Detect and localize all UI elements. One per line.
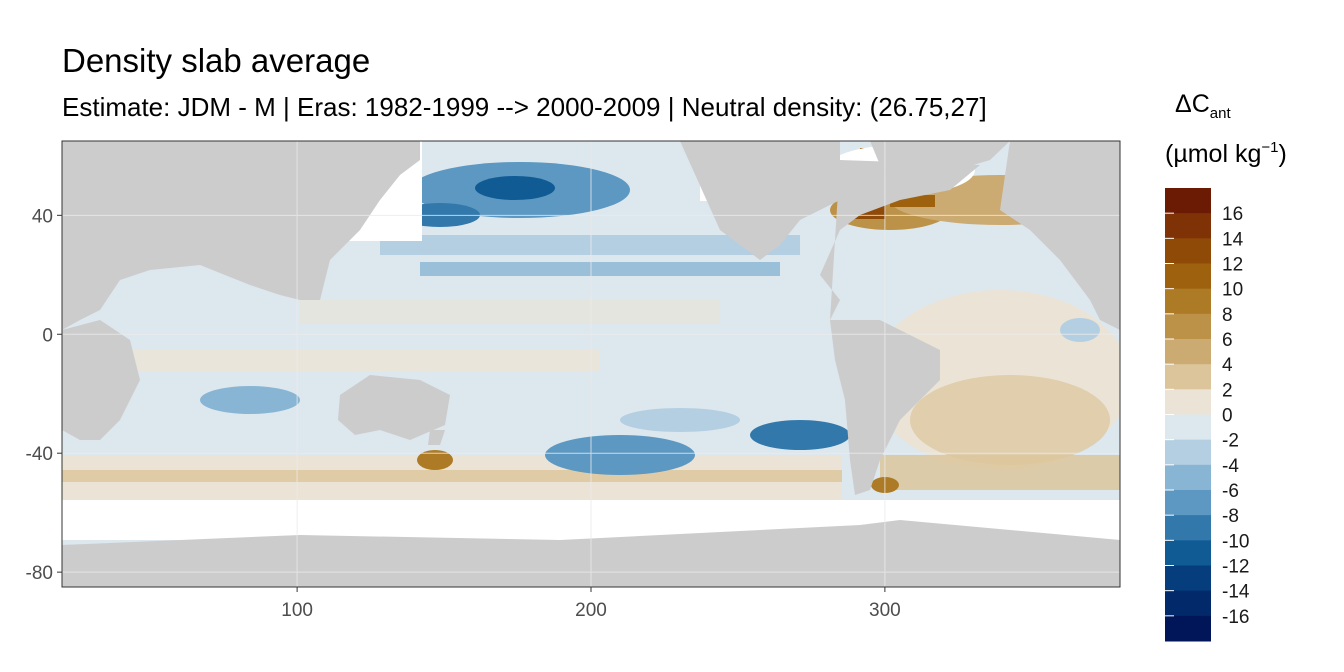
indian-cool	[200, 386, 300, 414]
north-pacific-strong	[475, 176, 555, 200]
map-panel	[62, 141, 1120, 587]
equatorial-band	[100, 350, 600, 372]
x-tick-label-0: 100	[281, 600, 313, 621]
color-legend: ΔCant (µmol kg−1) 16 14 12 10 8 6 4 2 0 -2 -4 -6 -8 -…	[1165, 90, 1287, 642]
legend-swatch-3	[1165, 263, 1211, 290]
greenland	[870, 141, 1010, 180]
legend-swatch-17	[1165, 615, 1211, 642]
legend-label-15: -14	[1222, 582, 1250, 603]
south-atlantic-strong	[910, 375, 1110, 465]
legend-label-4: 8	[1222, 305, 1233, 326]
legend-label-3: 10	[1222, 280, 1243, 301]
legend-label-12: -8	[1222, 506, 1239, 527]
tasmania	[428, 430, 445, 445]
chart-title: Density slab average	[62, 42, 371, 79]
north-america-west	[680, 141, 840, 260]
legend-swatch-9	[1165, 414, 1211, 441]
legend-swatch-8	[1165, 389, 1211, 415]
legend-labels: 16 14 12 10 8 6 4 2 0 -2 -4 -6 -8 -10 -12 -14 -16	[1222, 204, 1250, 628]
eurasia	[62, 141, 420, 330]
legend-label-9: -2	[1222, 431, 1239, 452]
legend-swatch-15	[1165, 565, 1211, 592]
south-pacific-strong	[750, 420, 850, 450]
legend-label-0: 16	[1222, 204, 1243, 225]
legend-label-13: -10	[1222, 531, 1249, 552]
legend-swatch-10	[1165, 439, 1211, 466]
legend-label-11: -6	[1222, 481, 1239, 502]
legend-swatch-6	[1165, 339, 1211, 365]
x-tick-label-2: 300	[869, 600, 901, 621]
australia	[338, 375, 450, 440]
negative-anomaly-regions	[200, 162, 1100, 475]
southern-band-strong	[62, 470, 842, 482]
africa-east	[62, 320, 140, 440]
tasman-warm	[417, 450, 453, 470]
benguela-cool	[1060, 318, 1100, 342]
legend-unit: (µmol kg−1)	[1165, 139, 1287, 168]
legend-swatch-4	[1165, 288, 1211, 315]
chart-subtitle: Estimate: JDM - M | Eras: 1982-1999 --> …	[62, 92, 987, 122]
gridlines	[62, 141, 1120, 587]
legend-label-8: 0	[1222, 406, 1233, 427]
y-tick-label-1: 0	[42, 325, 53, 346]
south-atlantic-band	[880, 455, 1120, 490]
legend-swatch-7	[1165, 364, 1211, 390]
north-america-east	[820, 160, 980, 320]
legend-swatch-5	[1165, 313, 1211, 340]
pacific-cool-band-2	[420, 262, 780, 276]
africa-europe	[1000, 141, 1120, 330]
south-pacific-cool-2	[620, 408, 740, 432]
pacific-cool-band-1	[380, 235, 800, 255]
south-pacific-cool	[545, 435, 695, 475]
legend-swatch-16	[1165, 590, 1211, 617]
legend-label-10: -4	[1222, 456, 1239, 477]
legend-swatch-12	[1165, 490, 1211, 516]
legend-label-2: 12	[1222, 255, 1243, 276]
legend-title: ΔCant	[1175, 90, 1231, 122]
legend-label-6: 4	[1222, 355, 1233, 376]
legend-swatch-2	[1165, 238, 1211, 264]
x-tick-label-1: 200	[575, 600, 607, 621]
x-axis: 100 200 300	[281, 587, 901, 621]
pacific-north-band	[300, 300, 720, 324]
legend-label-5: 6	[1222, 330, 1233, 351]
legend-label-7: 2	[1222, 380, 1233, 401]
y-tick-label-3: -80	[26, 563, 53, 584]
y-tick-label-2: -40	[26, 444, 53, 465]
legend-colorbar	[1165, 188, 1211, 642]
y-tick-label-0: 40	[32, 206, 53, 227]
legend-label-16: -16	[1222, 607, 1249, 628]
legend-label-1: 14	[1222, 229, 1244, 250]
y-axis: 40 0 -40 -80	[26, 206, 62, 584]
legend-swatch-13	[1165, 515, 1211, 541]
legend-swatch-11	[1165, 464, 1211, 491]
legend-swatch-14	[1165, 540, 1211, 566]
legend-label-14: -12	[1222, 557, 1249, 578]
legend-swatch-1	[1165, 213, 1211, 239]
legend-swatch-0	[1165, 188, 1211, 214]
